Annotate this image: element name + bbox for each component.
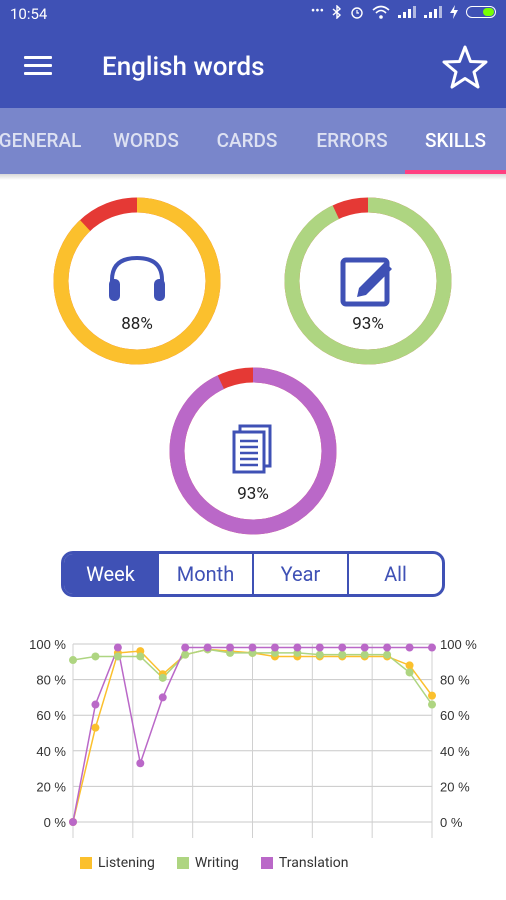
- writing-percent: 93%: [352, 314, 384, 334]
- data-point-writing: [338, 650, 347, 659]
- signal-icon: [398, 5, 416, 18]
- data-point-translation: [181, 643, 190, 652]
- data-point-writing: [181, 650, 190, 659]
- data-point-translation: [69, 818, 77, 826]
- data-point-writing: [69, 656, 77, 665]
- chart-legend: Listening Writing Translation: [80, 855, 349, 871]
- period-all-button[interactable]: All: [347, 554, 442, 594]
- period-week-button[interactable]: Week: [64, 554, 157, 594]
- data-point-translation: [338, 643, 347, 652]
- legend-item-translation: Translation: [260, 855, 349, 871]
- data-point-listening: [405, 661, 414, 670]
- data-point-translation: [203, 643, 212, 652]
- legend-swatch-translation: [260, 857, 273, 869]
- listening-percent: 88%: [121, 314, 153, 334]
- data-point-translation: [315, 643, 324, 652]
- data-point-writing: [158, 673, 167, 682]
- data-point-translation: [158, 693, 167, 702]
- data-point-translation: [428, 643, 436, 652]
- writing-skill-ring[interactable]: 93%: [283, 196, 453, 366]
- listening-ring-chart: [53, 197, 221, 365]
- data-point-translation: [383, 643, 392, 652]
- writing-ring-chart: [284, 197, 452, 365]
- data-point-translation: [248, 643, 257, 652]
- y-tick-label-right: 60 %: [440, 708, 470, 723]
- wifi-icon: [372, 5, 390, 19]
- legend-label-translation: Translation: [278, 855, 349, 871]
- legend-item-writing: Writing: [176, 855, 239, 871]
- favorite-star-icon[interactable]: [442, 44, 488, 90]
- skills-line-chart: 0 % 0 % 20 % 20 % 40 % 40 % 60 % 60 % 80 % 80 % 10…: [29, 637, 477, 838]
- y-tick-label-left: 40 %: [36, 744, 66, 759]
- legend-item-listening: Listening: [80, 855, 155, 871]
- tab-errors[interactable]: ERRORS: [316, 129, 388, 152]
- data-point-listening: [91, 723, 100, 732]
- tab-general[interactable]: GENERAL: [0, 129, 82, 152]
- y-tick-label-right: 0 %: [440, 815, 463, 830]
- data-point-translation: [360, 643, 369, 652]
- menu-icon[interactable]: [24, 56, 52, 76]
- data-point-translation: [270, 643, 279, 652]
- battery-icon: [466, 5, 496, 18]
- data-point-writing: [405, 668, 414, 677]
- y-tick-label-left: 100 %: [29, 637, 66, 652]
- alarm-icon: [351, 6, 363, 19]
- y-tick-label-left: 20 %: [36, 779, 66, 794]
- documents-icon: [232, 424, 272, 474]
- status-icons: •••: [311, 4, 496, 19]
- status-time: 10:54: [10, 5, 48, 23]
- tab-skills[interactable]: SKILLS: [425, 129, 486, 152]
- data-point-writing: [428, 700, 436, 709]
- app-title: English words: [102, 52, 265, 82]
- data-point-translation: [226, 643, 235, 652]
- headphones-icon: [109, 255, 165, 301]
- y-tick-label-right: 80 %: [440, 673, 470, 688]
- y-tick-label-left: 80 %: [36, 673, 66, 688]
- y-tick-label-left: 60 %: [36, 708, 66, 723]
- tab-bar: GENERAL WORDS CARDS ERRORS SKILLS: [0, 108, 506, 174]
- translation-percent: 93%: [237, 484, 269, 504]
- listening-skill-ring[interactable]: 88%: [52, 196, 222, 366]
- period-month-button[interactable]: Month: [157, 554, 252, 594]
- legend-label-listening: Listening: [98, 855, 155, 871]
- notification-dots: •••: [310, 4, 324, 19]
- bluetooth-icon: [332, 4, 342, 19]
- tab-indicator: [405, 170, 506, 174]
- legend-swatch-listening: [80, 857, 92, 869]
- data-point-translation: [136, 759, 145, 768]
- y-tick-label-right: 100 %: [440, 637, 477, 652]
- y-tick-label-left: 0 %: [44, 815, 67, 830]
- tab-words[interactable]: WORDS: [113, 129, 179, 152]
- legend-swatch-writing: [176, 857, 189, 869]
- legend-label-writing: Writing: [194, 855, 239, 871]
- period-year-button[interactable]: Year: [252, 554, 347, 594]
- data-point-writing: [360, 650, 369, 659]
- tab-cards[interactable]: CARDS: [216, 129, 278, 152]
- app-bar: English words: [0, 28, 506, 108]
- edit-icon: [340, 257, 392, 307]
- tabs-shadow: [0, 174, 506, 180]
- status-bar: 10:54 •••: [0, 0, 506, 28]
- data-point-writing: [315, 650, 324, 659]
- data-point-writing: [91, 652, 100, 661]
- data-point-writing: [136, 652, 145, 661]
- period-selector: Week Month Year All: [61, 551, 445, 597]
- data-point-translation: [405, 643, 414, 652]
- data-point-translation: [293, 643, 302, 652]
- signal-icon-2: [424, 5, 442, 18]
- data-point-translation: [113, 643, 122, 652]
- charging-icon: [450, 4, 458, 19]
- y-tick-label-right: 40 %: [440, 744, 470, 759]
- translation-ring-chart: [169, 367, 337, 535]
- data-point-listening: [428, 691, 436, 700]
- y-tick-label-right: 20 %: [440, 779, 470, 794]
- translation-skill-ring[interactable]: 93%: [168, 366, 338, 536]
- data-point-writing: [113, 652, 122, 661]
- data-point-translation: [91, 700, 100, 709]
- data-point-writing: [383, 650, 392, 659]
